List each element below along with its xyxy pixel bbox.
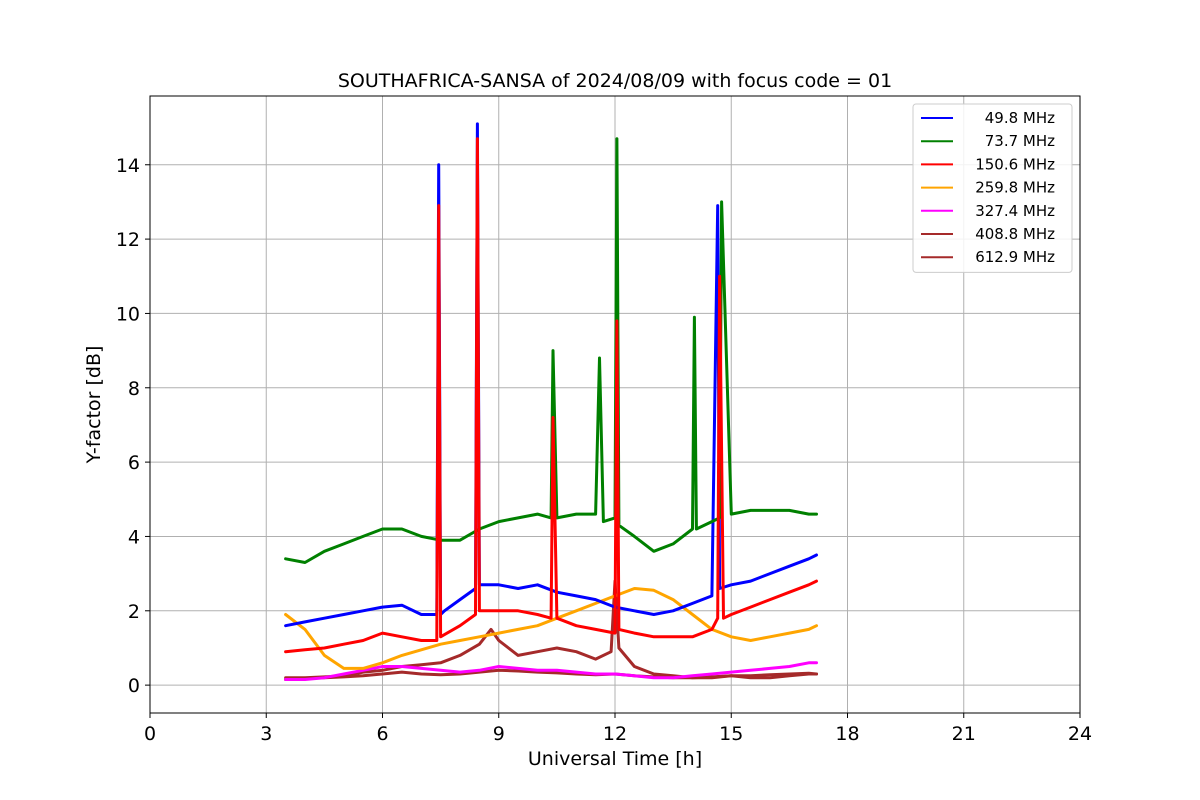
y-tick-label: 12 — [116, 229, 140, 251]
legend-label: 327.4 MHz — [975, 202, 1055, 220]
legend-label: 259.8 MHz — [975, 179, 1055, 197]
x-axis-label: Universal Time [h] — [528, 748, 702, 770]
legend-box — [912, 103, 1073, 273]
y-tick-label: 2 — [128, 601, 140, 623]
y-tick-label: 14 — [116, 155, 140, 177]
series-line-49_8-MHz — [284, 122, 818, 628]
y-tick-label: 10 — [116, 303, 140, 325]
legend-label: 73.7 MHz — [985, 132, 1055, 150]
series-line-327_4-MHz — [284, 661, 818, 681]
y-axis-label: Y-factor [dB] — [83, 346, 105, 465]
legend-label: 612.9 MHz — [975, 248, 1055, 266]
series-line-408_8-MHz — [284, 668, 818, 681]
x-tick-label: 24 — [1068, 723, 1092, 745]
y-tick-label: 4 — [128, 526, 140, 548]
x-tick-label: 9 — [493, 723, 505, 745]
x-tick-label: 3 — [260, 723, 272, 745]
series-line-150_6-MHz — [284, 137, 818, 654]
x-tick-label: 15 — [719, 723, 743, 745]
series-layer — [284, 122, 818, 681]
legend-label: 150.6 MHz — [975, 155, 1055, 173]
legend-label: 49.8 MHz — [985, 109, 1055, 127]
y-tick-label: 6 — [128, 452, 140, 474]
chart-title: SOUTHAFRICA-SANSA of 2024/08/09 with foc… — [338, 70, 892, 92]
y-tick-label: 0 — [128, 675, 140, 697]
x-tick-label: 18 — [835, 723, 859, 745]
legend: 49.8 MHz 73.7 MHz 150.6 MHz 259.8 MHz 327.4 … — [912, 103, 1073, 273]
x-tick-label: 6 — [376, 723, 388, 745]
y-tick-label: 8 — [128, 378, 140, 400]
x-tick-label: 21 — [952, 723, 976, 745]
x-tick-label: 0 — [144, 723, 156, 745]
legend-label: 408.8 MHz — [975, 225, 1055, 243]
x-tick-label: 12 — [603, 723, 627, 745]
